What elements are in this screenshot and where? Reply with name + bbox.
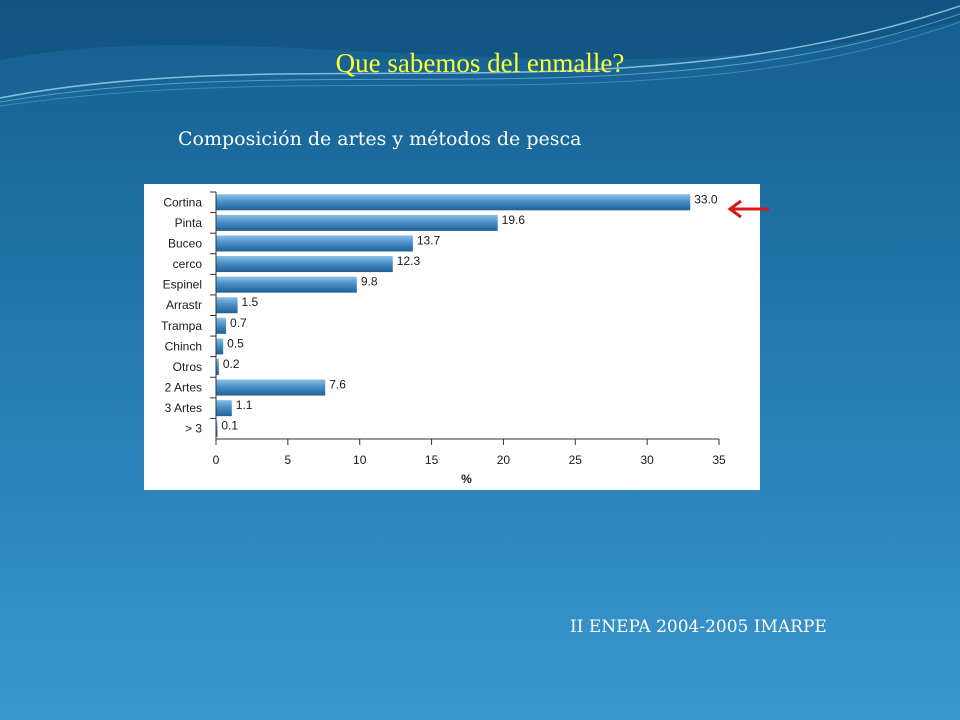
value-label: 1.1 [236, 398, 253, 412]
category-label: cerco [173, 257, 203, 271]
header-swoosh-decoration [0, 0, 960, 107]
category-label: 2 Artes [165, 381, 202, 395]
slide-subtitle: Composición de artes y métodos de pesca [178, 128, 582, 150]
x-tick-label: 15 [425, 453, 439, 467]
slide-footer: II ENEPA 2004-2005 IMARPE [570, 617, 827, 637]
bar-3 [216, 256, 393, 273]
category-label: Chinch [165, 339, 202, 353]
slide-title: Que sabemos del enmalle? [335, 48, 625, 78]
x-tick-label: 30 [640, 453, 654, 467]
bar-7 [216, 338, 224, 355]
category-label: Trampa [161, 319, 202, 333]
chart-panel: Cortina 33.0 Pinta 19.6 Buceo 13.7 cerco 12.3 Es… [144, 184, 760, 490]
value-label: 13.7 [417, 233, 441, 247]
bar-5 [216, 297, 238, 314]
x-tick-label: 0 [213, 453, 220, 467]
value-label: 9.8 [361, 275, 378, 289]
x-tick-label: 20 [497, 453, 511, 467]
category-label: Pinta [175, 216, 203, 230]
category-label: Espinel [163, 278, 202, 292]
value-label: 7.6 [329, 378, 346, 392]
value-label: 1.5 [242, 295, 259, 309]
bar-6 [216, 317, 227, 334]
category-label: > 3 [185, 422, 202, 436]
value-label: 0.1 [221, 419, 238, 433]
bar-2 [216, 235, 413, 252]
value-label: 0.2 [223, 357, 240, 371]
bar-1 [216, 214, 498, 231]
category-label: Otros [173, 360, 202, 374]
value-label: 33.0 [694, 192, 718, 206]
value-label: 12.3 [397, 254, 421, 268]
bar-11 [216, 420, 218, 437]
x-tick-label: 5 [285, 453, 292, 467]
category-label: Buceo [168, 236, 202, 250]
bar-0 [216, 194, 691, 211]
category-label: 3 Artes [165, 401, 202, 415]
x-axis-label: % [461, 472, 472, 486]
category-label: Cortina [163, 195, 202, 209]
x-tick-label: 25 [569, 453, 583, 467]
bar-10 [216, 400, 232, 417]
bar-4 [216, 276, 357, 293]
x-tick-label: 35 [712, 453, 726, 467]
x-tick-label: 10 [353, 453, 367, 467]
category-label: Arrastr [166, 298, 202, 312]
bar-8 [216, 358, 219, 375]
value-label: 0.5 [227, 336, 244, 350]
bar-chart: Cortina 33.0 Pinta 19.6 Buceo 13.7 cerco 12.3 Es… [161, 191, 726, 486]
bar-9 [216, 379, 326, 396]
arrow-left-icon [727, 199, 769, 219]
value-label: 19.6 [502, 213, 526, 227]
value-label: 0.7 [230, 316, 247, 330]
